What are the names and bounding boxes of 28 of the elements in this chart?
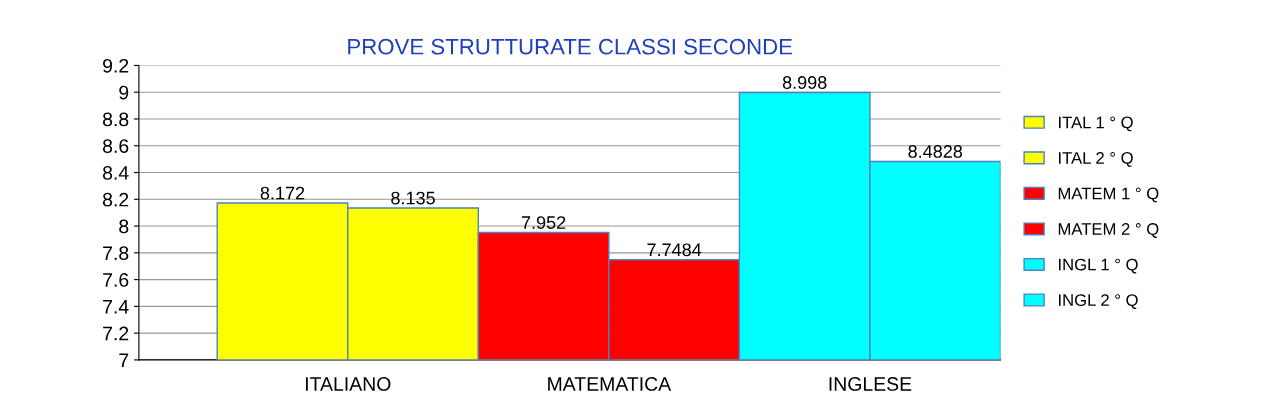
legend-label: ITAL 1 ° Q (1059, 116, 1133, 132)
chart-title: PROVE STRUTTURATE CLASSI SECONDE (348, 38, 793, 55)
legend-label: INGL 2 ° Q (1059, 294, 1138, 309)
y-tick-label: 7 (119, 353, 129, 367)
y-tick-label: 7.4 (103, 300, 129, 314)
y-tick-label: 9 (119, 85, 129, 100)
legend-label: MATEM 2 ° Q (1058, 223, 1159, 238)
x-tick-label: MATEMATICA (548, 377, 672, 391)
y-tick-label: 8.4 (102, 165, 129, 180)
data-label: 8.135 (391, 191, 435, 205)
legend-label: MATEM 1 ° Q (1058, 187, 1159, 203)
x-tick-label: ITALIANO (305, 377, 391, 391)
y-tick-label: 8 (119, 219, 129, 234)
y-tick-label: 7.2 (103, 326, 129, 341)
legend-label: ITAL 2 ° Q (1059, 152, 1133, 167)
y-tick-label: 9.2 (103, 58, 129, 73)
data-label: 7.952 (521, 216, 566, 229)
y-tick-label: 8.6 (102, 139, 129, 153)
y-tick-label: 8.8 (102, 112, 129, 127)
y-tick-label: 7.6 (103, 273, 129, 287)
data-label: 8.998 (782, 76, 827, 89)
y-tick-label: 8.2 (102, 192, 129, 207)
x-tick-label: INGLESE (829, 377, 912, 391)
y-tick-label: 7.8 (103, 246, 129, 261)
data-label: 8.4828 (908, 145, 963, 158)
data-label: 7.7484 (647, 243, 702, 257)
data-label: 8.172 (260, 186, 305, 200)
legend-label: INGL 1 ° Q (1059, 258, 1138, 274)
